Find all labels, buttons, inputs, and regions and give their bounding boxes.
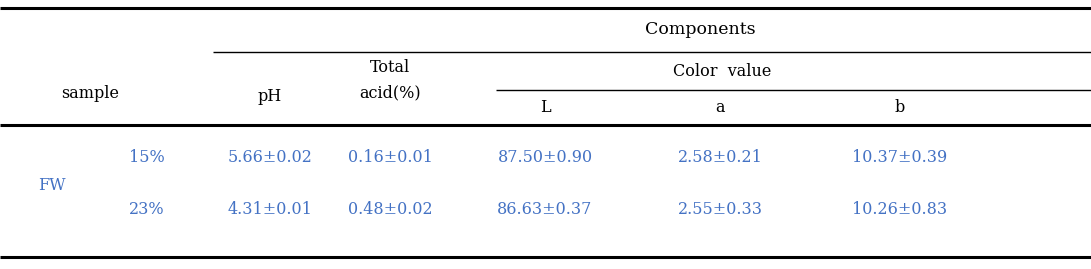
Text: a: a <box>716 100 724 116</box>
Text: Components: Components <box>645 22 755 38</box>
Text: b: b <box>895 100 906 116</box>
Text: 87.50±0.90: 87.50±0.90 <box>497 150 592 167</box>
Text: 23%: 23% <box>130 201 165 218</box>
Text: 5.66±0.02: 5.66±0.02 <box>228 150 312 167</box>
Text: acid(%): acid(%) <box>359 84 421 101</box>
Text: pH: pH <box>257 88 283 105</box>
Text: 10.37±0.39: 10.37±0.39 <box>852 150 948 167</box>
Text: FW: FW <box>38 176 65 193</box>
Text: 0.48±0.02: 0.48±0.02 <box>348 201 432 218</box>
Text: 86.63±0.37: 86.63±0.37 <box>497 201 592 218</box>
Text: L: L <box>540 100 550 116</box>
Text: Total: Total <box>370 59 410 76</box>
Text: 2.55±0.33: 2.55±0.33 <box>678 201 763 218</box>
Text: 2.58±0.21: 2.58±0.21 <box>678 150 763 167</box>
Text: 4.31±0.01: 4.31±0.01 <box>228 201 312 218</box>
Text: 15%: 15% <box>129 150 165 167</box>
Text: sample: sample <box>61 85 119 102</box>
Text: 10.26±0.83: 10.26±0.83 <box>852 201 948 218</box>
Text: Color  value: Color value <box>673 63 771 80</box>
Text: 0.16±0.01: 0.16±0.01 <box>348 150 432 167</box>
